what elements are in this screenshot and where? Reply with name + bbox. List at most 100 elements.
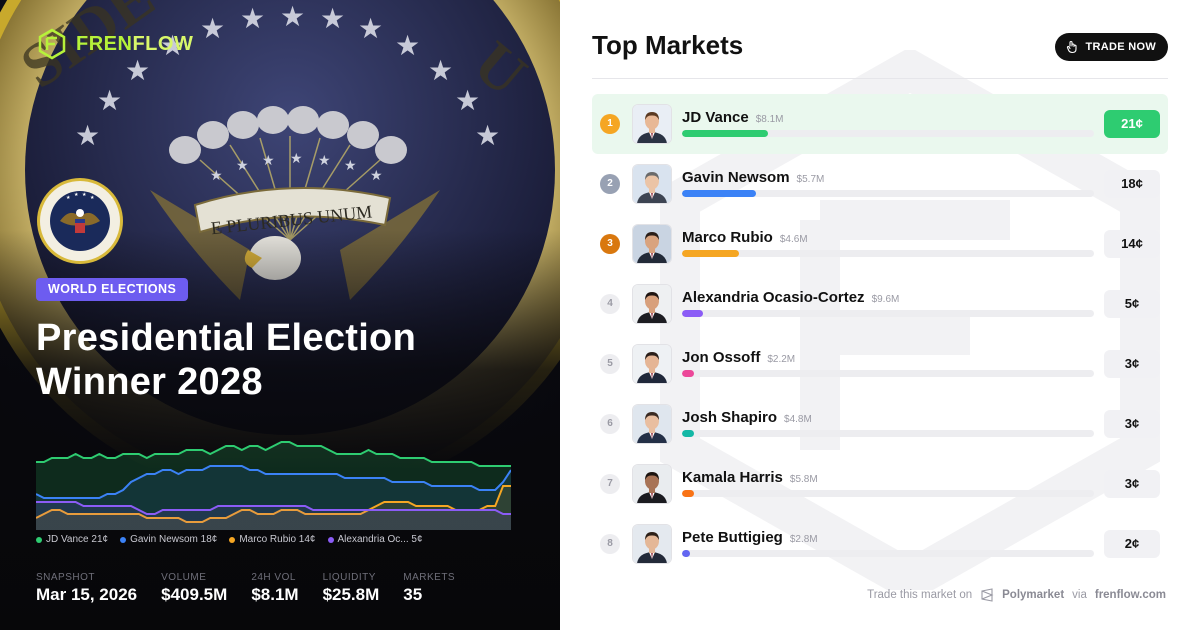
candidate-volume: $4.6M xyxy=(779,234,808,245)
candidate-row[interactable]: 7 Kamala Harris $5.8M 3¢ xyxy=(592,454,1168,514)
svg-text:★: ★ xyxy=(370,167,383,183)
candidate-name: Jon Ossoff xyxy=(682,349,761,366)
svg-text:★: ★ xyxy=(344,157,357,173)
svg-text:★: ★ xyxy=(280,1,305,32)
price-button[interactable]: 18¢ xyxy=(1104,170,1160,198)
legend-item: Marco Rubio 14¢ xyxy=(229,534,316,545)
footer-prefix: Trade this market on xyxy=(867,589,973,601)
candidate-volume: $9.6M xyxy=(871,294,900,305)
candidate-name: Josh Shapiro xyxy=(682,409,778,426)
rank-badge: 1 xyxy=(600,114,620,134)
candidate-avatar xyxy=(632,164,672,204)
market-title: Presidential Election Winner 2028 xyxy=(36,317,417,403)
legend-item: Gavin Newsom 18¢ xyxy=(120,534,217,545)
candidate-heading: Kamala Harris $5.8M xyxy=(682,469,818,486)
market-stats: SNAPSHOT Mar 15, 2026 VOLUME $409.5M 24H V… xyxy=(36,572,479,605)
price-button[interactable]: 3¢ xyxy=(1104,410,1160,438)
price-button[interactable]: 5¢ xyxy=(1104,290,1160,318)
svg-text:★: ★ xyxy=(236,157,249,173)
polymarket-icon xyxy=(981,588,994,602)
candidate-row[interactable]: 8 Pete Buttigieg $2.8M 2¢ xyxy=(592,514,1168,574)
legend-item: JD Vance 21¢ xyxy=(36,534,108,545)
series-area xyxy=(36,442,511,530)
probability-bar-fill xyxy=(682,370,695,377)
legend-label: Alexandria Oc... 5¢ xyxy=(337,534,423,545)
probability-bar xyxy=(682,310,1094,317)
svg-text:★: ★ xyxy=(125,55,150,86)
portrait-icon xyxy=(633,405,671,443)
series-line xyxy=(36,501,511,515)
portrait-icon xyxy=(633,105,671,143)
svg-text:★: ★ xyxy=(210,167,223,183)
candidate-heading: Gavin Newsom $5.7M xyxy=(682,169,824,186)
stat-value: $409.5M xyxy=(161,585,228,604)
candidate-heading: Jon Ossoff $2.2M xyxy=(682,349,795,366)
probability-bar xyxy=(682,550,1094,557)
probability-bar-fill xyxy=(682,190,756,197)
category-badge[interactable]: WORLD ELECTIONS xyxy=(36,278,189,301)
probability-bar-fill xyxy=(682,130,769,137)
candidate-volume: $5.8M xyxy=(789,474,818,485)
price-button[interactable]: 3¢ xyxy=(1104,470,1160,498)
candidate-row[interactable]: 3 Marco Rubio $4.6M 14¢ xyxy=(592,214,1168,274)
polymarket-link[interactable]: Polymarket xyxy=(1002,589,1065,601)
probability-bar xyxy=(682,430,1094,437)
candidate-avatar xyxy=(632,464,672,504)
stat-label: MARKETS xyxy=(403,572,456,583)
probability-bar xyxy=(682,250,1094,257)
stat-snapshot: SNAPSHOT Mar 15, 2026 xyxy=(36,572,137,605)
stat-value: $8.1M xyxy=(251,585,299,604)
candidate-volume: $8.1M xyxy=(755,114,784,125)
probability-bar-fill xyxy=(682,490,695,497)
legend-dot xyxy=(327,536,334,543)
stat-liquidity: LIQUIDITY $25.8M xyxy=(323,572,380,605)
stat-label: LIQUIDITY xyxy=(322,572,376,583)
svg-text:★: ★ xyxy=(82,192,87,198)
candidate-heading: JD Vance $8.1M xyxy=(682,109,784,126)
svg-text:★: ★ xyxy=(320,3,345,34)
frenflow-link[interactable]: frenflow.com xyxy=(1094,589,1166,601)
price-button[interactable]: 21¢ xyxy=(1104,110,1160,138)
logo-text: FRENFLOW xyxy=(76,32,194,55)
svg-text:★: ★ xyxy=(455,85,480,116)
candidate-row[interactable]: 2 Gavin Newsom $5.7M 18¢ xyxy=(592,154,1168,214)
price-button[interactable]: 3¢ xyxy=(1104,350,1160,378)
probability-bar xyxy=(682,190,1094,197)
candidate-row[interactable]: 5 Jon Ossoff $2.2M 3¢ xyxy=(592,334,1168,394)
stat-value: $25.8M xyxy=(322,585,380,604)
probability-bar-fill xyxy=(682,310,703,317)
candidate-row[interactable]: 4 Alexandria Ocasio-Cortez $9.6M xyxy=(592,274,1168,334)
portrait-icon xyxy=(633,225,671,263)
stat-label: VOLUME xyxy=(161,572,207,583)
svg-text:★: ★ xyxy=(358,13,383,44)
portrait-icon xyxy=(633,165,671,203)
candidate-heading: Marco Rubio $4.6M xyxy=(682,229,808,246)
candidate-volume: $2.8M xyxy=(789,534,818,545)
frenflow-logo-icon xyxy=(38,28,66,60)
rank-badge: 4 xyxy=(600,294,620,314)
portrait-icon xyxy=(633,525,671,563)
stat-value: Mar 15, 2026 xyxy=(36,585,138,604)
candidate-avatar xyxy=(632,524,672,564)
probability-bar xyxy=(682,130,1094,137)
header-divider xyxy=(592,78,1168,79)
stat-markets: MARKETS 35 xyxy=(403,572,455,605)
trade-now-button[interactable]: TRADE NOW xyxy=(1055,33,1168,61)
rank-badge: 8 xyxy=(600,534,620,554)
candidate-row[interactable]: 1 JD Vance $8.1M 21¢ xyxy=(592,94,1168,154)
candidate-row[interactable]: 6 Josh Shapiro $4.8M 3¢ xyxy=(592,394,1168,454)
candidate-avatar xyxy=(632,344,672,384)
price-button[interactable]: 14¢ xyxy=(1104,230,1160,258)
probability-bar xyxy=(682,370,1094,377)
candidate-name: JD Vance xyxy=(682,109,749,126)
footer-via: via xyxy=(1072,589,1087,601)
legend-dot xyxy=(36,536,42,543)
svg-text:★: ★ xyxy=(75,120,100,151)
candidate-avatar xyxy=(632,104,672,144)
frenflow-logo[interactable]: FRENFLOW xyxy=(36,28,193,60)
price-button[interactable]: 2¢ xyxy=(1104,530,1160,558)
svg-text:★: ★ xyxy=(262,152,275,168)
candidate-volume: $2.2M xyxy=(767,354,796,365)
series-line xyxy=(36,485,511,523)
presidential-seal-icon: ★ ★ ★ ★ xyxy=(37,178,123,264)
